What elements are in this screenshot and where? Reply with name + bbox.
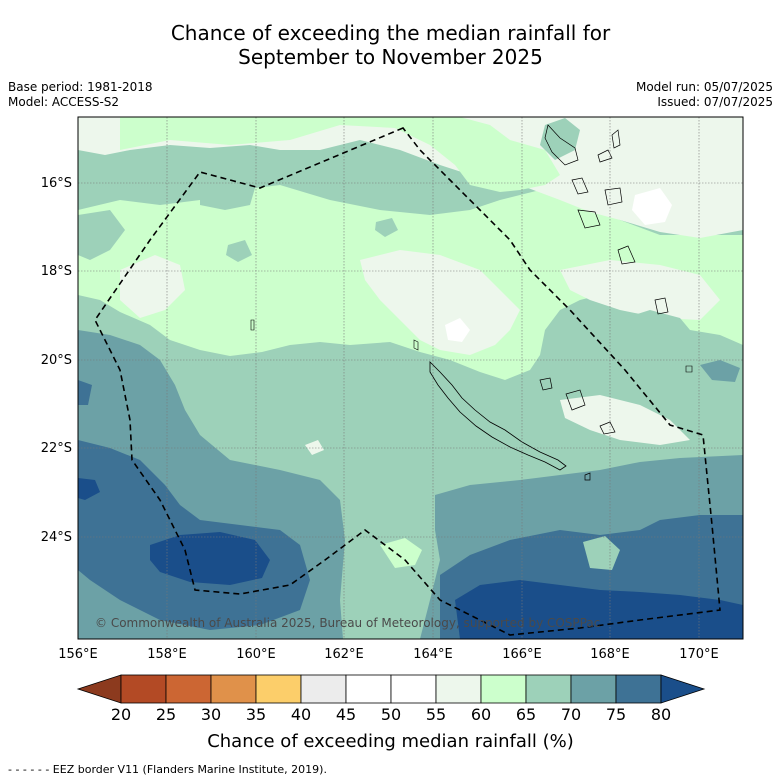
colorbar-ticks: 20 25 30 35 40 45 50 55 60 65 70 75 80 xyxy=(111,705,671,724)
loyalty-island-2 xyxy=(565,389,586,411)
colorbar-55-60 xyxy=(435,674,482,704)
lon-label-156e: 156°E xyxy=(58,647,98,662)
map-title-line1: Chance of exceeding the median rainfall … xyxy=(170,21,611,45)
cb-tick-30: 30 xyxy=(201,705,221,724)
zone-75-80-west-edge xyxy=(78,380,92,405)
cb-tick-80: 80 xyxy=(651,705,671,724)
zone-65-70-lower xyxy=(583,536,620,570)
colorbar-40-45 xyxy=(300,674,347,704)
lat-label-24s: 24°S xyxy=(41,530,72,545)
lon-label-166e: 166°E xyxy=(502,647,542,662)
small-island-1 xyxy=(250,319,255,331)
colorbar-65-70 xyxy=(525,674,572,704)
cb-tick-50: 50 xyxy=(381,705,401,724)
cb-tick-60: 60 xyxy=(471,705,491,724)
cb-tick-20: 20 xyxy=(111,705,131,724)
vanuatu-island-8 xyxy=(611,129,621,149)
zone-above-80-edge xyxy=(78,478,100,500)
cb-tick-25: 25 xyxy=(156,705,176,724)
base-period: Base period: 1981-2018 xyxy=(8,80,153,94)
zone-55-60-center xyxy=(360,250,520,355)
new-caledonia-island xyxy=(429,361,567,471)
colorbar-70-75 xyxy=(570,674,617,704)
cb-tick-70: 70 xyxy=(561,705,581,724)
meta-right: Model run: 05/07/2025 Issued: 07/07/2025 xyxy=(636,80,773,110)
zone-above-80-east xyxy=(455,580,743,639)
cb-tick-45: 45 xyxy=(336,705,356,724)
eez-border-line xyxy=(94,127,721,636)
zone-65-70-e xyxy=(226,240,252,262)
longitude-labels: 156°E 158°E 160°E 162°E 164°E 166°E 168°… xyxy=(58,647,719,662)
graticule xyxy=(78,117,743,639)
zone-55-60-small xyxy=(305,440,324,455)
colorbar-60-65 xyxy=(480,674,527,704)
colorbar-arrow-high xyxy=(660,674,706,704)
colorbar-75-80 xyxy=(615,674,662,704)
issued-date: Issued: 07/07/2025 xyxy=(657,95,773,109)
zone-65-70-f xyxy=(375,218,398,237)
map-frame xyxy=(77,116,744,640)
latitude-labels: 16°S 18°S 20°S 22°S 24°S xyxy=(41,176,72,545)
colorbar-arrow-low xyxy=(76,674,122,704)
colorbar-45-50 xyxy=(345,674,392,704)
model-name: Model: ACCESS-S2 xyxy=(8,95,120,109)
map-panel: © Commonwealth of Australia 2025, Bureau… xyxy=(78,117,743,639)
zone-65-70-d xyxy=(625,310,690,335)
zone-above-80-west xyxy=(150,532,270,585)
vanuatu-island-3 xyxy=(571,177,589,195)
lat-label-20s: 20°S xyxy=(41,353,72,368)
lat-label-22s: 22°S xyxy=(41,441,72,456)
colorbar-25-30 xyxy=(165,674,212,704)
lon-label-168e: 168°E xyxy=(590,647,630,662)
small-island-3 xyxy=(685,365,693,373)
model-run: Model run: 05/07/2025 xyxy=(635,80,773,94)
zone-70-75-patch xyxy=(700,360,740,382)
cb-tick-40: 40 xyxy=(291,705,311,724)
cb-tick-65: 65 xyxy=(516,705,536,724)
zone-45-50-a xyxy=(445,318,470,342)
lon-label-160e: 160°E xyxy=(236,647,276,662)
zone-65-70-a xyxy=(200,178,255,210)
vanuatu-island-2 xyxy=(597,149,613,163)
colorbar xyxy=(76,674,706,704)
eez-legend-footer: - - - - - - EEZ border V11 (Flanders Mar… xyxy=(8,763,327,776)
colorbar-20-25 xyxy=(120,674,167,704)
small-island-2 xyxy=(413,339,419,351)
vanuatu-island-5 xyxy=(577,209,601,229)
loyalty-island-3 xyxy=(599,421,616,435)
vanuatu-island-1 xyxy=(544,124,579,166)
lon-label-162e: 162°E xyxy=(324,647,364,662)
cb-tick-75: 75 xyxy=(606,705,626,724)
zone-60-65-lower xyxy=(380,538,422,568)
lon-label-170e: 170°E xyxy=(679,647,719,662)
lon-label-164e: 164°E xyxy=(413,647,453,662)
lon-label-158e: 158°E xyxy=(147,647,187,662)
zone-60-65-top xyxy=(120,117,560,192)
vanuatu-island-6 xyxy=(617,245,636,265)
copyright-text: © Commonwealth of Australia 2025, Bureau… xyxy=(95,616,600,630)
vanuatu-island-4 xyxy=(604,187,623,206)
lat-label-18s: 18°S xyxy=(41,264,72,279)
cb-tick-55: 55 xyxy=(426,705,446,724)
colorbar-30-35 xyxy=(210,674,257,704)
vanuatu-island-7 xyxy=(654,297,669,315)
zone-55-60-east xyxy=(560,260,720,320)
zone-65-70-c xyxy=(540,118,580,160)
colorbar-title: Chance of exceeding median rainfall (%) xyxy=(207,731,574,752)
zone-55-60-se xyxy=(560,395,690,445)
zone-55-60-top xyxy=(78,117,743,238)
lat-label-16s: 16°S xyxy=(41,176,72,191)
zone-65-70-b xyxy=(78,210,125,260)
isle-of-pines xyxy=(584,472,591,481)
colorbar-50-55 xyxy=(390,674,437,704)
loyalty-island-1 xyxy=(539,377,553,391)
meta-left: Base period: 1981-2018 Model: ACCESS-S2 xyxy=(8,80,153,110)
colorbar-35-40 xyxy=(255,674,302,704)
zone-45-50-b xyxy=(632,188,672,225)
map-title-line2: September to November 2025 xyxy=(238,45,543,69)
cb-tick-35: 35 xyxy=(246,705,266,724)
